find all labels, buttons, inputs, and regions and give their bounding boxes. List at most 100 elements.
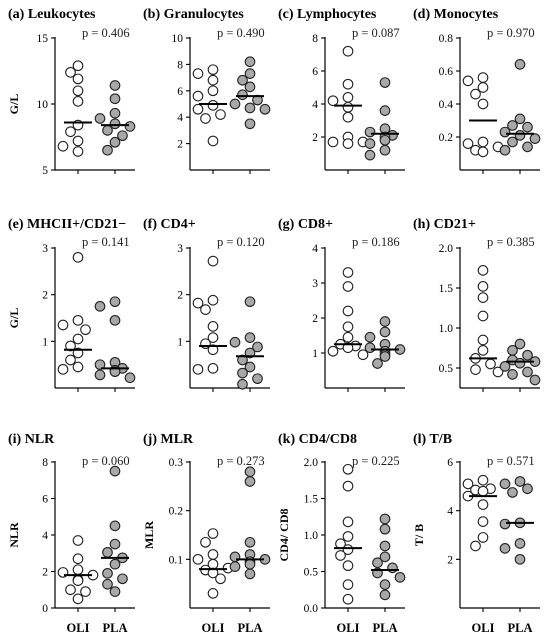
data-point-oli [485,358,496,370]
data-point-pla [244,102,256,114]
data-point-oli [65,584,76,596]
data-point-oli [477,281,489,292]
y-tick-label: 1 [312,348,318,360]
data-point-oli [80,586,91,597]
data-point-oli [342,111,354,123]
data-point-oli [477,292,489,303]
data-point-pla [379,351,391,362]
data-point-oli [65,354,76,366]
data-point-oli [192,68,204,79]
data-point-pla [244,81,256,93]
p-value-label: p = 0.186 [352,235,400,249]
p-value-label: p = 0.406 [82,26,130,40]
data-point-pla [379,316,391,327]
data-point-oli [72,146,84,157]
data-point-oli [192,103,204,115]
y-tick-label: 15 [37,33,49,45]
y-tick-label: 1.0 [439,323,454,335]
y-tick-label: 8 [312,33,318,45]
panel-title: (f) CD4+ [143,217,196,232]
p-value-label: p = 0.571 [487,454,535,468]
data-point-oli [200,304,211,315]
data-point-oli [72,85,84,97]
y-tick-label: 0.2 [169,506,184,518]
p-value-label: p = 0.385 [487,235,535,249]
data-point-oli [342,78,354,90]
data-point-oli [462,138,474,149]
y-tick-label: 4 [312,99,318,111]
data-point-oli [57,363,69,375]
y-tick-label: 2 [42,290,48,302]
data-point-oli [207,332,219,343]
x-category-label: OLI [337,621,360,635]
data-point-oli [342,593,354,605]
data-point-oli [207,549,219,560]
data-point-oli [207,64,219,76]
data-point-pla [379,551,391,563]
data-point-pla [237,89,248,101]
y-tick-label: 0.0 [304,603,319,615]
y-axis-label: NLR [7,522,21,548]
data-point-pla [109,558,121,570]
data-point-pla [124,372,136,384]
data-point-oli [72,361,84,373]
y-tick-label: 8 [42,457,48,469]
data-point-pla [499,518,511,530]
data-point-oli [207,363,219,374]
y-tick-label: 0.4 [439,99,454,111]
data-point-pla [229,336,241,348]
y-axis-label: CD4/ CD8 [277,509,291,562]
y-tick-label: 2 [177,139,183,151]
data-point-pla [244,466,256,478]
data-point-oli [207,135,219,147]
data-point-pla [379,144,391,156]
data-point-oli [477,532,489,543]
data-point-oli [462,478,474,490]
data-point-pla [94,359,106,371]
panel-title: (b) Granulocytes [143,7,244,22]
y-axis-label: G/L [7,308,21,329]
data-point-pla [102,567,113,579]
data-point-oli [72,251,84,263]
data-point-pla [387,562,398,574]
data-point-oli [72,314,84,326]
data-point-pla [244,296,256,308]
data-point-pla [499,543,511,554]
data-point-pla [244,56,256,68]
data-point-pla [109,136,121,148]
data-point-pla [252,341,263,353]
y-tick-label: 5 [42,165,48,177]
data-point-oli [477,98,489,110]
data-point-pla [124,121,136,132]
data-point-oli [80,324,91,336]
y-tick-label: 4 [447,506,453,518]
data-point-oli [477,485,489,497]
data-point-pla [109,93,121,105]
data-point-oli [477,516,489,527]
data-point-pla [109,296,121,308]
data-point-pla [522,121,533,133]
data-point-oli [65,66,76,78]
data-point-oli [342,516,354,528]
data-point-oli [65,340,76,352]
data-point-oli [342,267,354,278]
data-point-oli [192,297,204,309]
data-point-oli [477,72,489,83]
data-point-oli [207,74,219,86]
data-point-pla [514,357,526,369]
data-point-pla [514,553,526,565]
p-value-label: p = 0.141 [82,235,130,249]
data-point-pla [109,80,121,91]
data-point-oli [342,342,354,354]
data-point-oli [72,60,84,72]
data-point-oli [342,480,354,492]
x-category-label: OLI [67,621,90,635]
data-point-oli [215,573,226,585]
data-point-oli [342,101,354,113]
data-point-pla [379,105,391,116]
y-tick-label: 2 [42,567,48,579]
data-point-pla [259,103,271,115]
data-point-oli [207,255,219,267]
data-point-pla [94,113,106,124]
data-point-oli [477,310,489,322]
